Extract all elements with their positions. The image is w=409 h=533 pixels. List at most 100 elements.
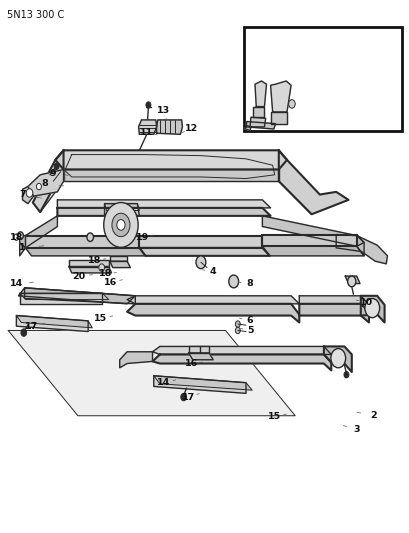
Polygon shape [20,236,25,256]
Polygon shape [335,235,387,264]
Polygon shape [139,248,269,256]
Text: 6: 6 [246,317,253,325]
Text: 13: 13 [156,107,169,115]
Circle shape [99,264,104,271]
Polygon shape [20,236,25,248]
Polygon shape [119,352,152,368]
Text: 16: 16 [185,359,198,368]
Text: 17: 17 [25,322,38,330]
Text: 20: 20 [72,272,85,280]
Polygon shape [253,107,264,117]
Text: 2: 2 [369,411,375,420]
Polygon shape [245,125,250,131]
Circle shape [146,102,151,108]
Circle shape [235,327,240,334]
Text: 19: 19 [136,233,149,241]
Polygon shape [344,276,359,284]
Text: 9: 9 [50,169,56,177]
Polygon shape [139,236,262,248]
Text: 10: 10 [360,298,373,306]
Polygon shape [153,376,252,390]
Polygon shape [188,346,209,353]
Text: 17: 17 [182,393,195,401]
Polygon shape [69,266,111,273]
Polygon shape [270,81,290,112]
Polygon shape [25,288,135,304]
Polygon shape [25,248,145,256]
Circle shape [364,298,379,318]
Polygon shape [138,120,156,134]
Polygon shape [156,120,182,134]
Text: 15: 15 [267,413,281,421]
Polygon shape [69,260,108,266]
Polygon shape [188,353,213,360]
Circle shape [21,329,27,336]
Text: 21: 21 [285,85,298,93]
Circle shape [87,233,93,241]
Text: 14: 14 [10,279,23,288]
Text: 12: 12 [185,125,198,133]
Polygon shape [57,208,270,216]
Text: 3: 3 [353,425,359,433]
Polygon shape [153,376,245,393]
Text: 7: 7 [19,190,26,199]
Polygon shape [16,316,92,328]
Circle shape [18,232,23,239]
Polygon shape [20,293,102,304]
Text: 5N13 300 C: 5N13 300 C [7,10,65,20]
Polygon shape [299,296,368,312]
Polygon shape [249,117,265,127]
Polygon shape [262,235,356,246]
Circle shape [330,349,345,368]
Polygon shape [8,330,294,416]
Polygon shape [20,293,108,300]
Polygon shape [20,216,57,248]
Text: 11: 11 [140,128,153,136]
Polygon shape [270,112,286,124]
Polygon shape [63,169,278,181]
Polygon shape [323,346,351,372]
Polygon shape [356,235,363,256]
Polygon shape [262,216,363,246]
Text: 8: 8 [42,180,48,188]
Polygon shape [299,304,368,322]
Circle shape [14,234,19,240]
Circle shape [288,100,294,108]
Polygon shape [262,246,363,256]
Circle shape [343,372,348,378]
Text: 18: 18 [88,256,101,264]
Text: 8: 8 [246,279,253,288]
Circle shape [112,213,130,237]
Circle shape [117,220,125,230]
Polygon shape [18,288,135,304]
Polygon shape [16,316,88,332]
Polygon shape [104,204,139,216]
Polygon shape [55,150,286,169]
Text: 18: 18 [10,233,23,241]
Text: 5: 5 [246,326,253,335]
Polygon shape [360,296,384,322]
Polygon shape [110,261,130,268]
Circle shape [180,393,186,401]
Text: 15: 15 [94,314,107,323]
Circle shape [103,203,138,247]
Text: 1: 1 [19,244,26,252]
Polygon shape [25,236,139,248]
Polygon shape [110,256,127,261]
Text: 14: 14 [157,378,170,387]
Circle shape [36,183,41,190]
Polygon shape [22,187,34,204]
Polygon shape [278,150,348,214]
Text: 22: 22 [329,101,342,109]
Circle shape [228,275,238,288]
Polygon shape [127,304,299,322]
Polygon shape [28,169,63,196]
Polygon shape [33,150,63,212]
Text: 18: 18 [99,270,112,278]
Circle shape [235,321,240,327]
Circle shape [54,163,59,169]
Text: 16: 16 [104,278,117,287]
Polygon shape [127,296,299,304]
Text: 4: 4 [209,268,216,276]
Circle shape [347,276,355,287]
